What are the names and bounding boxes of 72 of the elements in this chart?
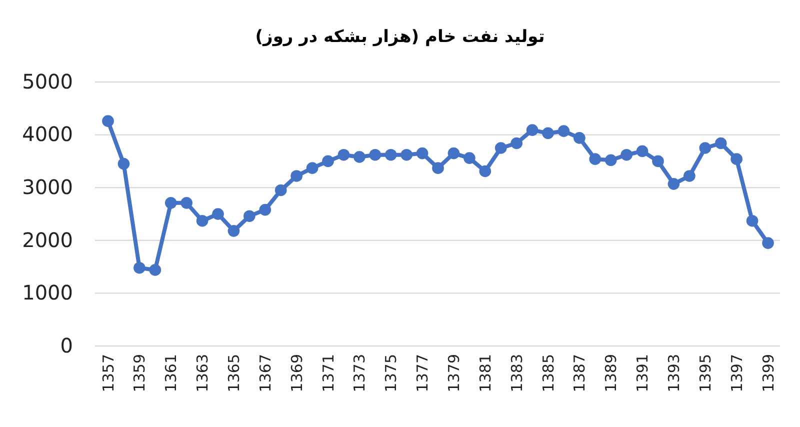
point — [746, 214, 758, 227]
x-tick-label: 1381 — [476, 354, 494, 392]
point — [102, 115, 114, 127]
point — [494, 142, 507, 154]
x-tick-label: 1375 — [382, 354, 400, 392]
point — [384, 148, 397, 161]
point — [212, 208, 224, 220]
point — [620, 148, 632, 161]
y-tick-label: 4000 — [22, 122, 73, 146]
point — [369, 148, 382, 161]
x-tick-label: 1393 — [664, 354, 683, 392]
point — [464, 152, 476, 164]
x-tick-label: 1363 — [194, 354, 212, 392]
x-tick-label: 1371 — [319, 354, 338, 392]
point — [574, 132, 586, 144]
y-tick-label: 5000 — [22, 69, 73, 94]
point — [338, 148, 350, 161]
point — [196, 214, 208, 227]
x-tick-label: 1361 — [162, 354, 180, 392]
x-tick-label: 1395 — [696, 354, 714, 392]
point — [164, 197, 177, 209]
x-tick-label: 1387 — [570, 354, 589, 392]
x-tick-label: 1367 — [256, 354, 274, 392]
point — [699, 142, 712, 154]
point — [290, 170, 302, 182]
point — [684, 170, 696, 182]
point — [322, 155, 334, 168]
x-tick-label: 1373 — [350, 354, 369, 392]
x-tick-label: 1357 — [99, 354, 118, 392]
y-tick-label: 1000 — [22, 280, 73, 305]
y-tick-label: 2000 — [22, 228, 73, 252]
point — [714, 137, 727, 150]
x-tick-label: 1383 — [508, 354, 526, 392]
point — [589, 153, 602, 165]
point — [652, 155, 664, 168]
point — [180, 197, 192, 209]
point — [400, 148, 412, 161]
point — [448, 147, 460, 160]
point — [526, 124, 538, 136]
x-tick-label: 1399 — [759, 354, 778, 392]
x-tick-label: 1369 — [288, 354, 306, 392]
point — [762, 237, 774, 249]
x-tick-label: 1379 — [444, 354, 463, 392]
x-tick-label: 1359 — [130, 354, 149, 392]
y-tick-label: 3000 — [22, 175, 73, 199]
point — [118, 158, 130, 170]
point — [228, 224, 240, 237]
point — [134, 262, 146, 274]
x-tick-label: 1385 — [539, 354, 558, 392]
point — [542, 127, 554, 140]
point — [354, 151, 366, 163]
point — [636, 145, 648, 158]
point — [306, 162, 318, 174]
point — [259, 204, 272, 216]
point — [416, 147, 428, 160]
x-tick-label: 1397 — [728, 354, 746, 392]
point — [510, 137, 522, 150]
point — [244, 210, 256, 222]
y-tick-label: 0 — [60, 333, 73, 358]
chart-title: تولید نفت خام (هزار بشکه در روز) — [255, 27, 545, 47]
point — [668, 178, 680, 190]
point — [730, 153, 742, 165]
point — [274, 184, 287, 196]
point — [479, 165, 492, 178]
x-tick-label: 1391 — [634, 354, 652, 392]
x-tick-label: 1365 — [224, 354, 243, 392]
point — [149, 264, 162, 276]
x-tick-label: 1389 — [602, 354, 620, 392]
point — [432, 162, 444, 174]
point — [558, 125, 570, 138]
x-tick-label: 1377 — [414, 354, 432, 392]
point — [604, 154, 617, 166]
